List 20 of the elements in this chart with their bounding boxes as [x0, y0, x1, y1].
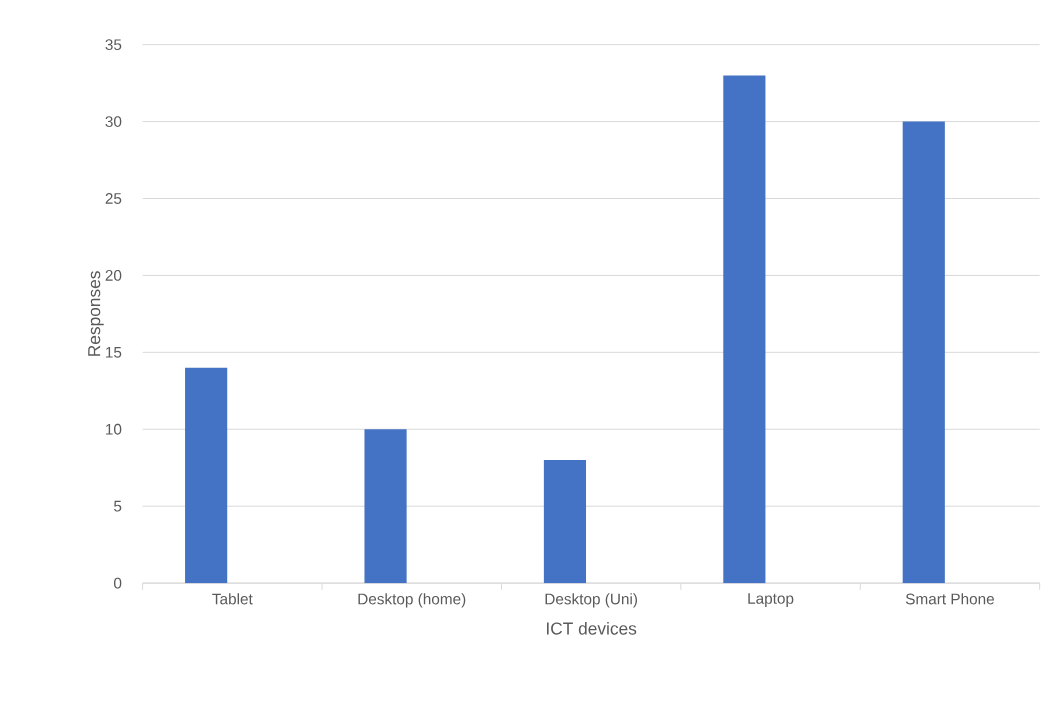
- y-tick-label: 10: [106, 423, 122, 435]
- y-tick-label: 35: [105, 39, 122, 51]
- bar: [723, 75, 766, 584]
- y-tick-label: 0: [114, 577, 122, 589]
- y-tick-label: 25: [105, 193, 122, 204]
- x-tick-label: Laptop: [748, 593, 794, 607]
- x-axis-title: ICT devices: [547, 621, 637, 635]
- x-tick-label: Tablet: [212, 593, 253, 605]
- bar: [543, 460, 587, 584]
- x-tick-label: Desktop (home): [358, 593, 466, 608]
- y-tick-label: 20: [105, 269, 122, 281]
- y-tick-label: 5: [114, 500, 122, 512]
- y-tick-label: 30: [105, 116, 122, 127]
- y-axis-title: Responses: [88, 271, 104, 356]
- bar: [902, 121, 945, 584]
- bar: [364, 429, 407, 584]
- x-tick-label: Smart Phone: [905, 593, 994, 605]
- y-tick-label: 15: [106, 346, 122, 358]
- x-tick-label: Desktop (Uni): [545, 593, 638, 608]
- bar: [185, 367, 228, 584]
